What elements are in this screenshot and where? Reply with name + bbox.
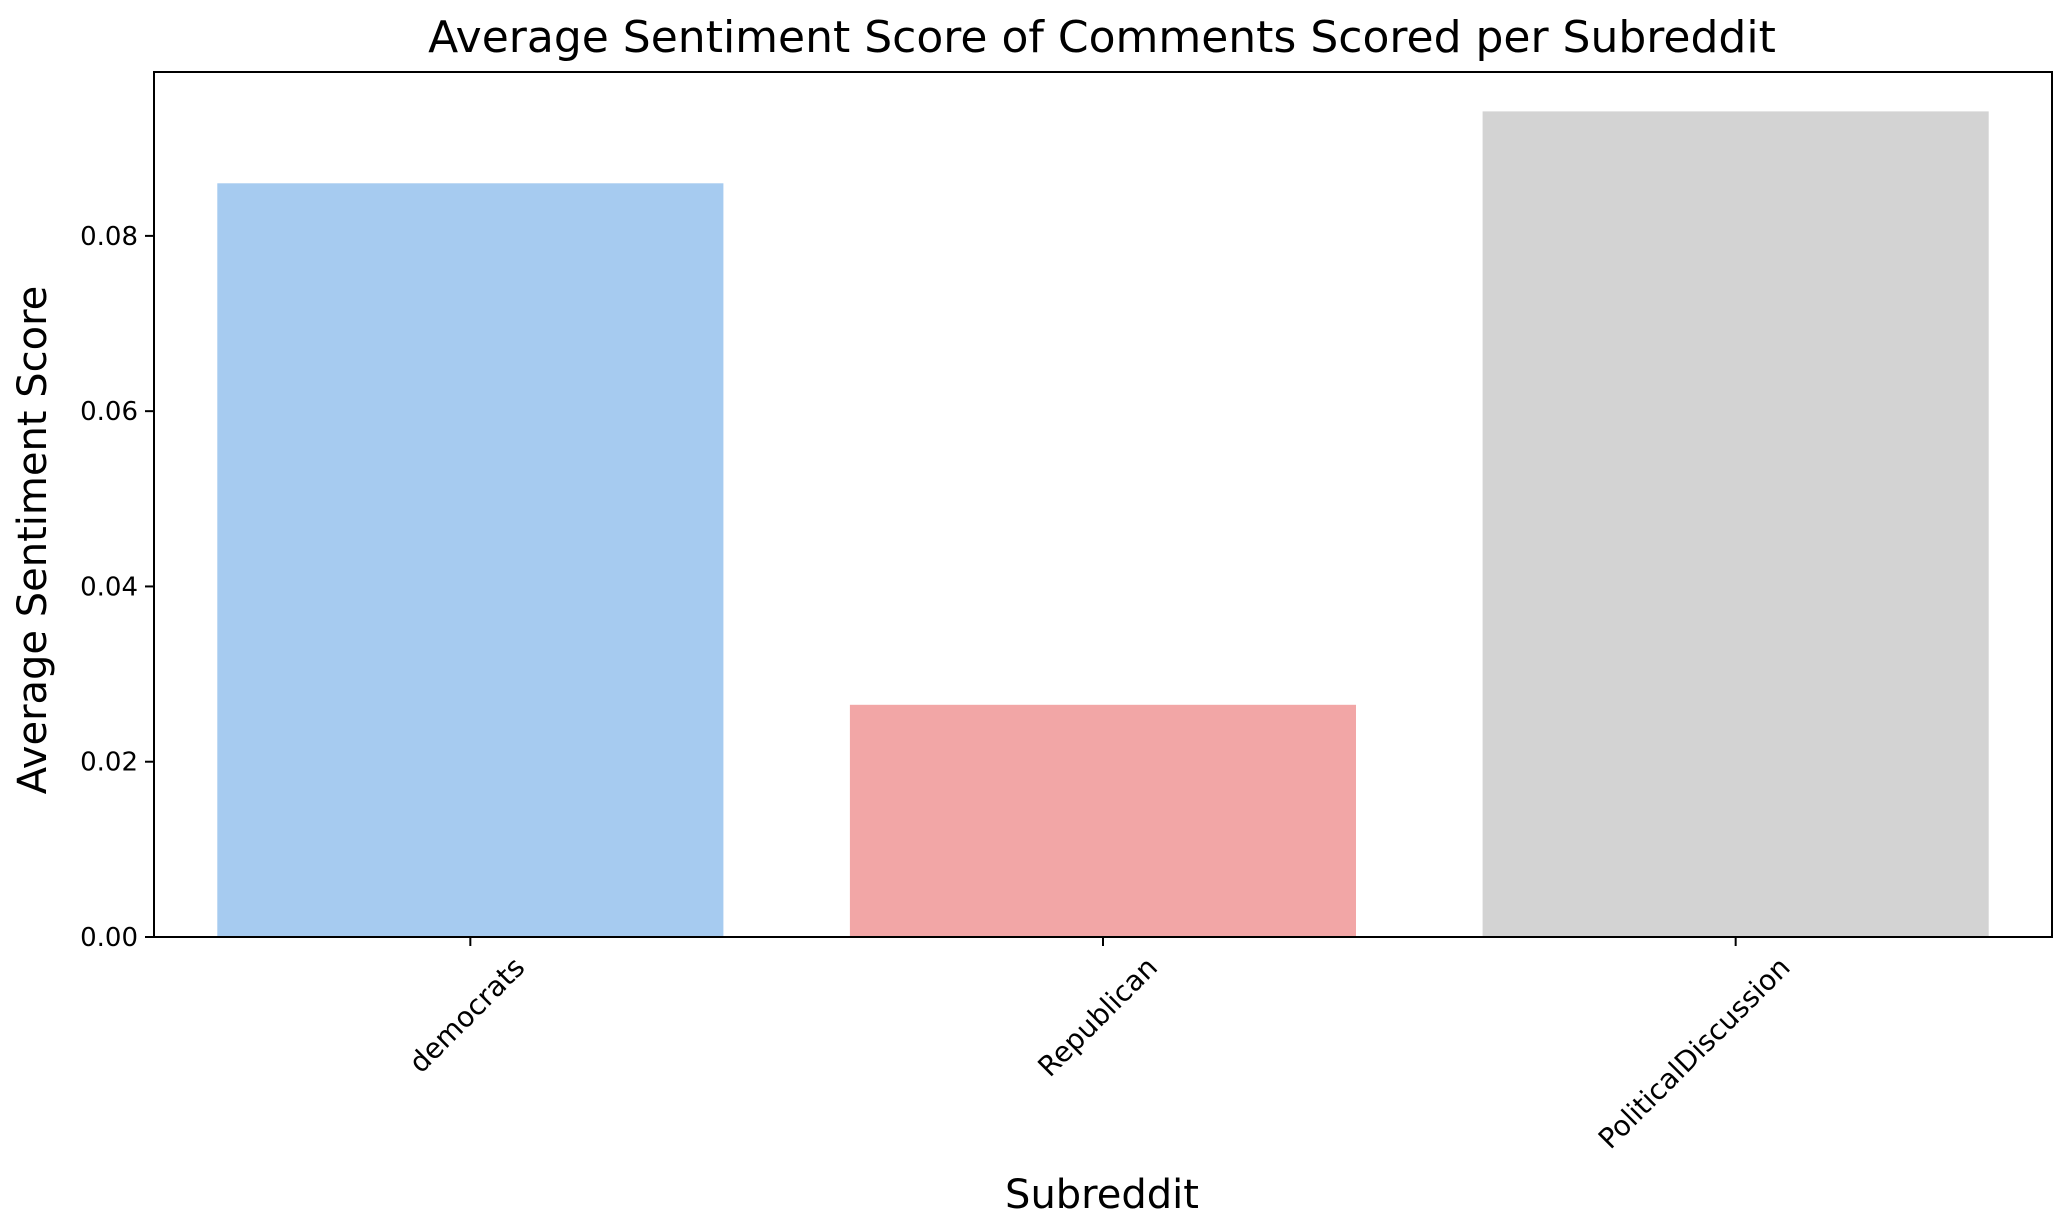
y-tick-label: 0.02 bbox=[80, 748, 138, 778]
bar-politicaldiscussion bbox=[1482, 111, 1989, 937]
bar-republican bbox=[849, 704, 1356, 937]
chart-title: Average Sentiment Score of Comments Scor… bbox=[428, 12, 1776, 63]
x-tick-label: Republican bbox=[1031, 951, 1164, 1084]
plot-area: 0.00 0.02 0.04 0.06 0.08 democrats Republican P… bbox=[80, 71, 2053, 1156]
y-tick-label: 0.06 bbox=[80, 397, 138, 427]
y-axis-label: Average Sentiment Score bbox=[10, 286, 56, 794]
bar-democrats bbox=[217, 183, 724, 938]
y-tick-label: 0.04 bbox=[80, 572, 138, 602]
y-tick-label: 0.08 bbox=[80, 222, 138, 252]
x-tick-label: PoliticalDiscussion bbox=[1592, 951, 1797, 1156]
x-axis-label: Subreddit bbox=[1005, 1172, 1199, 1218]
y-tick-label: 0.00 bbox=[80, 923, 138, 953]
x-tick-label: democrats bbox=[403, 951, 532, 1080]
